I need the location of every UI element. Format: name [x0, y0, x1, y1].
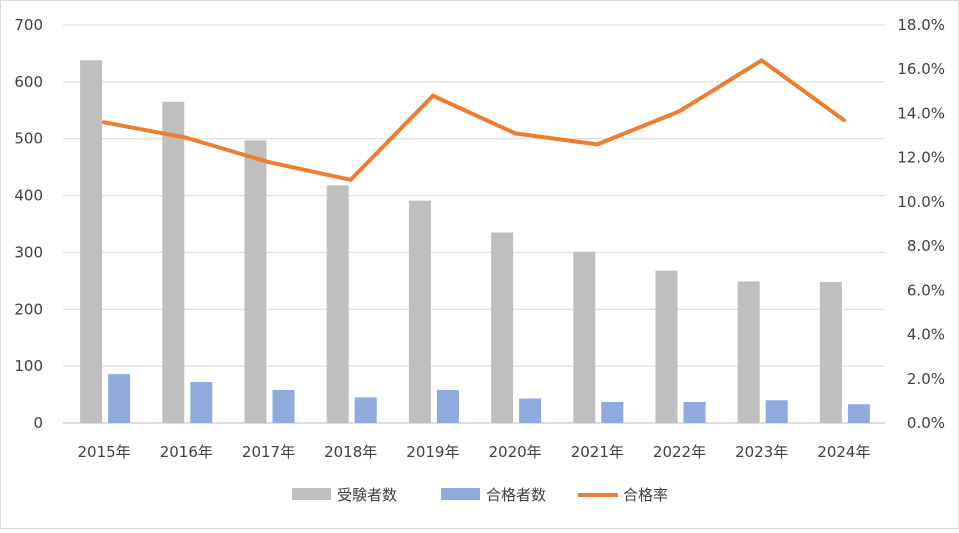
right-tick-label: 18.0% — [897, 16, 945, 34]
bar-examinees — [491, 232, 514, 423]
legend-passers: 合格者数 — [441, 486, 546, 504]
legend-swatch — [292, 488, 331, 500]
right-tick-label: 0.0% — [907, 414, 945, 432]
bar-passers — [683, 401, 706, 423]
right-tick-label: 14.0% — [897, 104, 945, 122]
right-tick-label: 2.0% — [907, 370, 945, 388]
pass-rate-point — [759, 58, 764, 63]
bar-examinees — [326, 185, 349, 423]
right-tick-label: 12.0% — [897, 149, 945, 167]
legend-pass-rate: 合格率 — [578, 486, 668, 504]
x-tick-label: 2020年 — [489, 443, 542, 461]
bar-passers — [190, 382, 213, 423]
x-tick-label: 2018年 — [324, 443, 377, 461]
pass-rate-point — [841, 118, 846, 123]
right-tick-label: 16.0% — [897, 60, 945, 78]
bar-examinees — [655, 270, 678, 423]
pass-rate-point — [677, 109, 682, 114]
bar-passers — [765, 400, 788, 423]
x-tick-label: 2021年 — [571, 443, 624, 461]
right-tick-label: 8.0% — [907, 237, 945, 255]
pass-rate-point — [595, 142, 600, 147]
left-tick-label: 700 — [14, 16, 43, 34]
bar-examinees — [244, 140, 267, 424]
pass-rate-line — [102, 58, 846, 182]
legend: 受験者数 合格者数 合格率 — [292, 486, 668, 504]
left-tick-label: 300 — [14, 243, 43, 261]
left-tick-label: 600 — [14, 73, 43, 91]
pass-rate-point — [513, 131, 518, 136]
x-tick-label: 2016年 — [160, 443, 213, 461]
bar-examinees — [737, 281, 760, 423]
legend-label: 受験者数 — [337, 486, 397, 504]
legend-examinees: 受験者数 — [292, 486, 397, 504]
x-tick-label: 2022年 — [653, 443, 706, 461]
bar-passers — [847, 404, 870, 423]
bar-passers — [519, 398, 542, 423]
bar-examinees — [819, 281, 842, 423]
left-tick-label: 100 — [14, 357, 43, 375]
bar-series — [80, 60, 870, 424]
bar-examinees — [573, 251, 596, 423]
left-tick-label: 200 — [14, 300, 43, 318]
left-axis-ticks: 0 100 200 300 400 500 600 700 — [14, 16, 43, 432]
left-tick-label: 0 — [33, 414, 43, 432]
right-tick-label: 4.0% — [907, 326, 945, 344]
left-tick-label: 400 — [14, 187, 43, 205]
right-tick-label: 6.0% — [907, 281, 945, 299]
x-tick-label: 2017年 — [242, 443, 295, 461]
bar-passers — [272, 390, 295, 423]
x-tick-label: 2024年 — [817, 443, 870, 461]
right-axis-ticks: 0.0% 2.0% 4.0% 6.0% 8.0% 10.0% 12.0% 14.0% 16.0%… — [897, 16, 945, 432]
gridlines — [63, 24, 885, 424]
bar-examinees — [80, 60, 103, 423]
x-tick-label: 2023年 — [735, 443, 788, 461]
line-series — [102, 58, 846, 182]
legend-label: 合格率 — [623, 486, 668, 504]
legend-swatch — [441, 488, 480, 500]
pass-rate-point — [184, 135, 189, 140]
bar-examinees — [162, 101, 185, 423]
pass-rate-point — [430, 93, 435, 98]
x-axis-ticks: 2015年 2016年 2017年 2018年 2019年 2020年 2021年 2022年… — [78, 443, 871, 461]
x-tick-label: 2015年 — [78, 443, 131, 461]
pass-rate-point — [266, 160, 271, 165]
legend-label: 合格者数 — [486, 486, 546, 504]
pass-rate-point — [348, 177, 353, 182]
pass-rate-point — [102, 120, 107, 125]
x-tick-label: 2019年 — [406, 443, 459, 461]
bar-passers — [601, 401, 624, 423]
bar-passers — [108, 374, 131, 423]
bar-passers — [436, 390, 459, 423]
bar-passers — [354, 397, 377, 423]
left-tick-label: 500 — [14, 130, 43, 148]
bar-examinees — [408, 200, 431, 423]
right-tick-label: 10.0% — [897, 193, 945, 211]
